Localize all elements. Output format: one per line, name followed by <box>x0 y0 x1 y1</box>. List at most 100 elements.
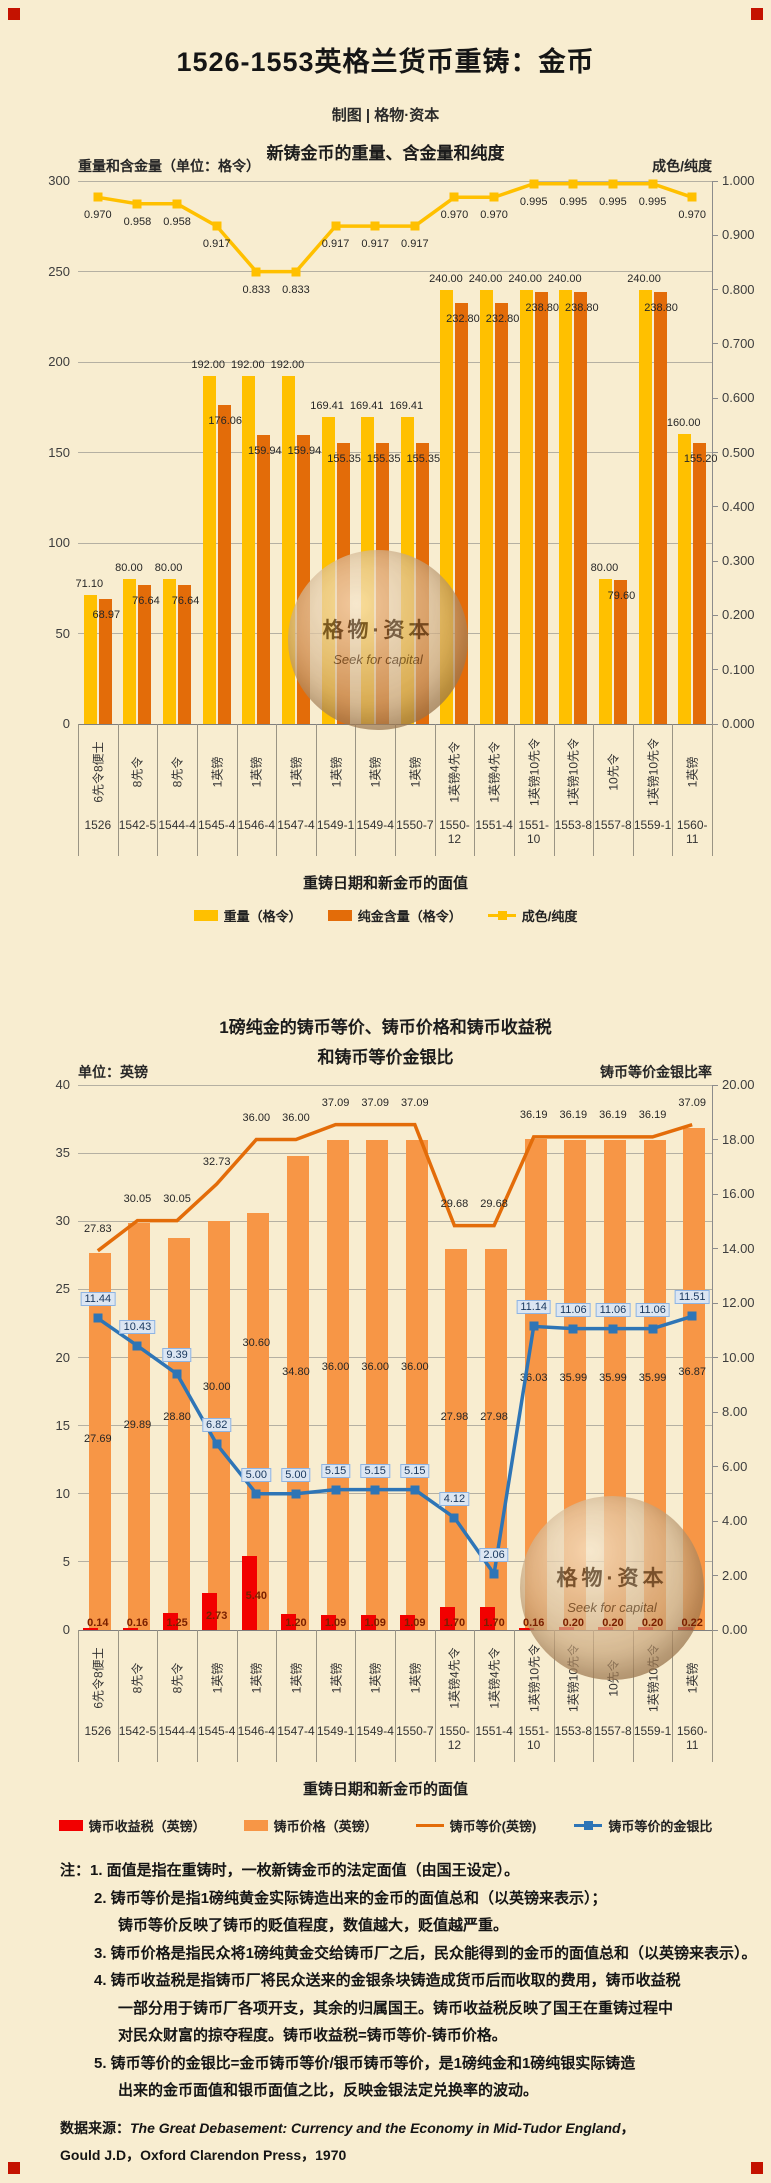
chart2-left-axis-title: 单位：英镑 <box>78 1064 148 1080</box>
category-denomination-label: 8先令 <box>130 1662 145 1694</box>
category-date-label: 1549-1 <box>316 1724 355 1738</box>
line-value-label: 36.00 <box>282 1111 310 1124</box>
legend-marker-square <box>497 911 507 920</box>
left-axis-tick-label: 50 <box>55 625 70 641</box>
mint-price-bar <box>445 1248 468 1630</box>
category-date-label: 1560- 11 <box>676 818 708 846</box>
line-marker <box>370 221 380 231</box>
line-value-label: 0.833 <box>242 283 271 296</box>
right-axis-tick <box>712 723 718 725</box>
category-denomination-label: 1英镑 <box>329 1662 344 1694</box>
category-date-label: 1545-4 <box>198 818 236 832</box>
line-value-label: 0.970 <box>84 209 112 222</box>
weight-bar <box>480 289 494 724</box>
bar-value-label: 240.00 <box>508 272 543 285</box>
weight-bar <box>202 376 216 724</box>
seigniorage-bar <box>360 1615 376 1630</box>
seigniorage-bar <box>439 1606 455 1630</box>
category-denomination-label: 8先令 <box>130 756 145 788</box>
category-separator <box>196 724 198 856</box>
line-value-label: 0.917 <box>202 238 231 251</box>
bar-value-label: 1.20 <box>285 1617 307 1629</box>
category-date-label: 1542-5 <box>118 1724 157 1738</box>
legend-item: 铸币等价(英镑) <box>415 1816 537 1835</box>
bar-value-label: 176.06 <box>208 415 243 428</box>
line-marker <box>410 221 420 231</box>
right-axis-tick <box>712 1357 718 1358</box>
bar-value-label: 240.00 <box>468 272 503 285</box>
category-denomination-label: 1英镑4先令 <box>487 741 502 803</box>
category-separator <box>712 1630 713 1762</box>
line-value-label: 29.68 <box>440 1197 469 1210</box>
line-value-label-boxed: 4.12 <box>439 1491 470 1506</box>
footnote-line: 铸币等价反映了铸币的贬值程度，数值越大，贬值越严重。 <box>118 1917 509 1934</box>
line-value-label: 0.917 <box>321 238 350 251</box>
category-separator <box>355 724 357 856</box>
line-marker <box>331 221 341 231</box>
category-date-label: 1542-5 <box>118 818 157 832</box>
bar-value-label: 80.00 <box>154 562 183 575</box>
category-separator <box>474 1630 476 1762</box>
legend-item: 铸币收益税（英镑） <box>58 1816 206 1835</box>
legend-bar-swatch <box>327 910 352 921</box>
right-axis-tick <box>712 506 718 508</box>
category-date-label: 1526 <box>84 818 112 832</box>
right-axis-tick <box>712 1629 718 1631</box>
line-marker <box>291 267 301 277</box>
line-marker <box>449 192 459 202</box>
line-value-label: 30.05 <box>163 1192 191 1205</box>
category-denomination-label: 8先令 <box>170 756 185 788</box>
bar-value-label: 36.00 <box>321 1361 350 1373</box>
left-axis-tick-label: 5 <box>62 1553 70 1569</box>
gold-content-bar <box>574 291 588 724</box>
category-separator <box>315 724 317 856</box>
right-axis-tick <box>712 1466 718 1467</box>
right-axis-tick-label: 0.400 <box>722 498 755 514</box>
left-axis-tick-label: 20 <box>55 1349 70 1365</box>
line-marker <box>489 192 499 202</box>
category-date-label: 1544-4 <box>158 818 196 832</box>
line-value-label: 36.19 <box>519 1108 548 1121</box>
corner-mark-top-left <box>8 8 20 20</box>
category-separator <box>236 1630 238 1762</box>
legend-label: 铸币等价(英镑) <box>449 1819 537 1834</box>
legend-label: 铸币收益税（英镑） <box>88 1819 206 1834</box>
bar-value-label: 0.20 <box>602 1617 624 1629</box>
right-axis-tick-label: 0.200 <box>722 607 755 623</box>
line-value-label: 0.970 <box>678 209 706 222</box>
right-axis-tick <box>712 343 718 345</box>
right-axis-tick <box>712 234 718 236</box>
line-value-label: 30.05 <box>123 1192 152 1205</box>
bar-value-label: 169.41 <box>349 400 384 413</box>
chart1-legend: 重量（格令） 纯金含量（格令） 成色/纯度 <box>0 906 771 925</box>
right-axis-tick-label: 1.000 <box>722 173 755 188</box>
left-axis-tick-label: 10 <box>55 1485 70 1501</box>
source-prefix: 数据来源： <box>60 2120 130 2136</box>
legend-bar-swatch <box>193 910 218 921</box>
bar-value-label: 0.16 <box>126 1617 149 1629</box>
right-axis-tick <box>712 1302 718 1304</box>
category-date-label: 1551-4 <box>475 1724 513 1738</box>
line-value-label: 36.19 <box>559 1108 588 1121</box>
bar-value-label: 68.97 <box>92 609 121 622</box>
category-date-label: 1545-4 <box>198 1724 236 1738</box>
legend-line-swatch <box>415 1824 444 1827</box>
line-marker <box>93 1313 103 1323</box>
category-denomination-label: 6先令8便士 <box>91 1647 106 1709</box>
gridline <box>78 180 712 182</box>
right-axis-tick <box>712 1575 718 1576</box>
right-axis-line <box>712 181 713 724</box>
legend-item: 铸币等价的金银比 <box>574 1816 712 1835</box>
category-date-label: 1550- 12 <box>439 818 470 846</box>
legend-item: 纯金含量（格令） <box>327 906 462 925</box>
legend-label: 铸币价格（英镑） <box>273 1819 378 1834</box>
line-marker <box>291 1489 301 1499</box>
category-denomination-label: 1英镑 <box>408 1662 423 1694</box>
bar-value-label: 238.80 <box>644 301 678 314</box>
bar-value-label: 192.00 <box>191 359 226 372</box>
category-date-label: 1557-8 <box>594 1724 632 1738</box>
line-value-label-boxed: 10.43 <box>119 1319 156 1334</box>
category-date-label: 1546-4 <box>237 818 275 832</box>
gold-content-bar <box>495 302 509 724</box>
legend-bar-swatch <box>243 1820 268 1831</box>
